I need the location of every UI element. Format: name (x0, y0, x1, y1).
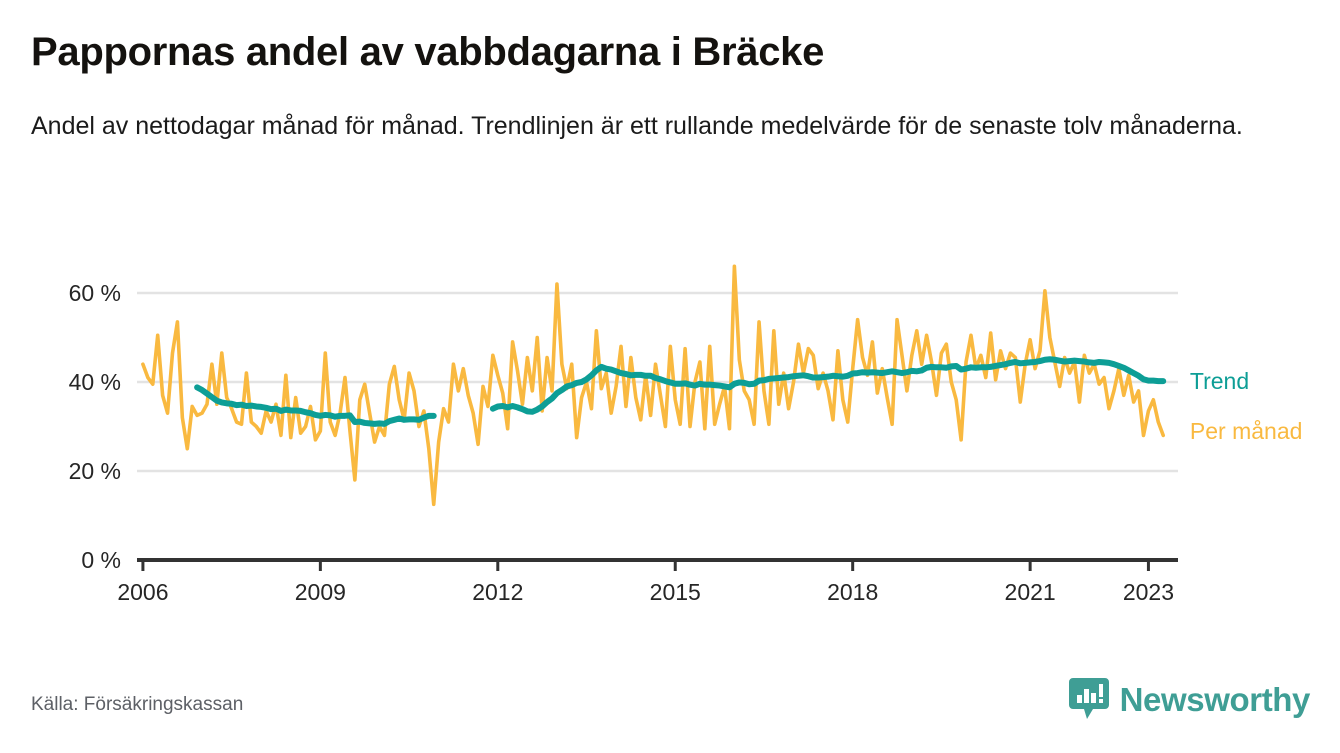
y-tick-label: 40 % (69, 369, 121, 395)
page-title: Pappornas andel av vabbdagarna i Bräcke (31, 30, 825, 74)
x-tick-label: 2021 (1005, 579, 1056, 605)
source-note: Källa: Försäkringskassan (31, 694, 244, 715)
chart-plot-area: 0 % 20 % 40 % 60 % 2006 2009 2012 2015 2018 2021… (0, 190, 1340, 620)
x-tick-label: 2006 (117, 579, 168, 605)
series-trend (194, 356, 1167, 427)
y-tick-label: 60 % (69, 280, 121, 306)
newsworthy-bars-bubble-icon (1068, 678, 1109, 719)
y-tick-label: 0 % (81, 547, 121, 573)
y-axis-tick-labels: 0 % 20 % 40 % 60 % (69, 280, 121, 573)
logo-wordmark: Newsworthy (1119, 680, 1311, 718)
newsworthy-logo: Newsworthy (1068, 676, 1311, 722)
x-axis (137, 558, 1178, 571)
series-line (489, 356, 1167, 415)
inline-series-legend: Trend Per månad (1190, 368, 1303, 444)
x-axis-tick-labels: 2006 2009 2012 2015 2018 2021 2023 (117, 579, 1174, 605)
y-tick-label: 20 % (69, 458, 121, 484)
series-line (194, 384, 437, 427)
x-tick-label: 2018 (827, 579, 878, 605)
legend-label: Trend (1190, 368, 1249, 394)
legend-label: Per månad (1190, 418, 1303, 444)
series-per-manad (141, 264, 1166, 507)
x-tick-label: 2012 (472, 579, 523, 605)
x-tick-label: 2023 (1123, 579, 1174, 605)
line-chart-svg: 0 % 20 % 40 % 60 % 2006 2009 2012 2015 2018 2021… (69, 264, 1303, 605)
x-tick-label: 2009 (295, 579, 346, 605)
chart-subtitle: Andel av nettodagar månad för månad. Tre… (31, 112, 1243, 140)
x-tick-label: 2015 (650, 579, 701, 605)
series-line (141, 264, 1166, 507)
